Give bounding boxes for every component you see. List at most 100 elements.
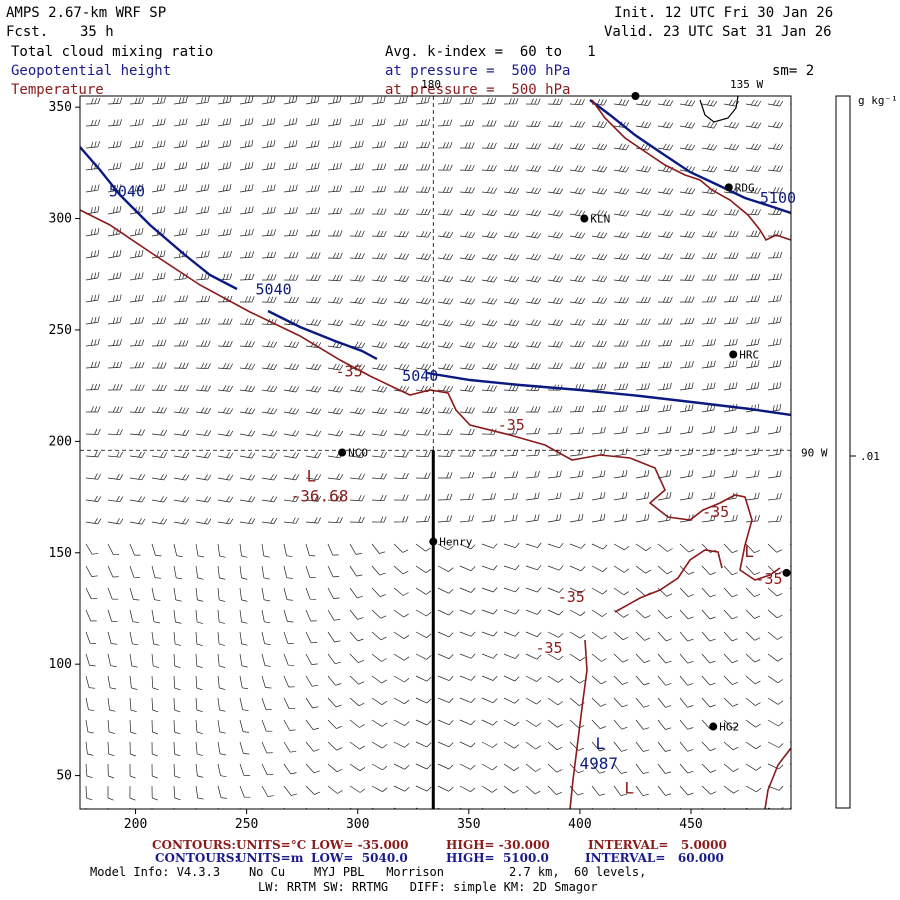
wind-barb [371, 543, 386, 554]
wind-barb [701, 165, 718, 173]
wind-barb [239, 139, 254, 149]
station-marker [782, 568, 791, 577]
wind-barb [173, 140, 188, 149]
wind-barb [85, 227, 100, 237]
wind-barb [261, 452, 278, 459]
wind-barb [217, 385, 234, 392]
wind-barb [459, 119, 475, 127]
wind-barb [261, 517, 278, 524]
wind-barb [129, 763, 136, 779]
wind-barb [305, 296, 321, 304]
wind-barb [657, 253, 674, 260]
low-value: -36.68 [291, 486, 349, 505]
wind-barb [305, 517, 321, 524]
station-marker [631, 92, 640, 100]
wind-barb [217, 206, 232, 215]
wind-barb [327, 118, 342, 127]
meridian-label: 135 W [730, 78, 763, 91]
wind-barb [283, 140, 298, 149]
wind-barb [415, 407, 432, 414]
y-tick-label: 200 [49, 434, 72, 449]
temperature-contour-label: -35 [498, 416, 525, 434]
wind-barb [371, 785, 388, 793]
wind-barb [217, 362, 233, 370]
wind-barb [327, 565, 340, 578]
wind-barb [657, 675, 672, 686]
wind-barb [327, 140, 342, 149]
wind-barb [591, 741, 606, 752]
wind-barb [503, 209, 520, 217]
wind-barb [481, 719, 498, 726]
wind-barb [613, 165, 630, 173]
wind-barb [217, 340, 233, 347]
wind-barb [767, 653, 783, 662]
wind-barb [85, 206, 100, 215]
wind-barb [437, 697, 454, 703]
wind-barb [481, 675, 498, 681]
wind-barb [261, 385, 278, 393]
wind-barb [657, 361, 673, 369]
wind-barb [459, 697, 476, 703]
wind-barb [525, 542, 542, 548]
wind-barb [151, 697, 159, 713]
wind-barb [393, 472, 409, 480]
wind-barb [635, 565, 651, 574]
wind-barb [371, 230, 387, 237]
wind-barb [393, 653, 410, 661]
wind-barb [393, 163, 409, 171]
wind-barb [327, 407, 344, 415]
x-tick-label: 450 [679, 817, 702, 832]
wind-barb [547, 427, 563, 435]
wind-barb [437, 385, 454, 393]
wind-barb [349, 763, 366, 772]
wind-barb [151, 96, 166, 105]
wind-barb [569, 609, 586, 617]
wind-barb [151, 653, 160, 668]
wind-barb [415, 208, 431, 216]
wind-barb [437, 741, 454, 748]
wind-barb [261, 251, 277, 259]
wind-barb [173, 295, 189, 303]
wind-barb [173, 384, 189, 392]
wind-barb [239, 318, 255, 325]
wind-barb [459, 231, 476, 239]
wind-barb [261, 274, 277, 281]
wind-barb [415, 319, 432, 327]
wind-barb [283, 697, 296, 710]
wind-barb [107, 807, 109, 809]
wind-barb [151, 785, 158, 801]
wind-barb [151, 384, 167, 391]
station-marker [709, 722, 718, 731]
wind-barb [393, 208, 409, 215]
wind-barb [591, 253, 608, 261]
wind-barb [481, 275, 498, 283]
wind-barb [547, 231, 564, 239]
wind-barb [701, 653, 716, 664]
wind-barb [679, 492, 694, 501]
wind-barb [701, 469, 716, 479]
wind-barb [349, 230, 365, 237]
wind-barb [547, 405, 563, 413]
wind-barb [217, 184, 232, 193]
wind-barb [393, 96, 408, 105]
colorbar-tick-label: .01 [860, 450, 880, 463]
wind-barb [305, 118, 320, 127]
wind-barb [591, 231, 608, 239]
wind-barb [261, 162, 276, 171]
temperature-contour [80, 209, 781, 581]
wind-barb [701, 230, 717, 238]
wind-barb [525, 653, 542, 660]
wind-barb [503, 165, 519, 172]
wind-barb [547, 697, 563, 706]
wind-barb [195, 653, 203, 669]
wind-barb [151, 294, 166, 303]
wind-barb [327, 430, 344, 437]
wind-barb [459, 428, 475, 435]
station-marker [580, 214, 589, 223]
wind-barb [349, 319, 366, 327]
wind-barb [701, 785, 717, 795]
wind-barb [415, 363, 432, 371]
wind-barb [745, 719, 761, 728]
wind-barb [151, 543, 162, 557]
wind-barb [789, 235, 791, 237]
